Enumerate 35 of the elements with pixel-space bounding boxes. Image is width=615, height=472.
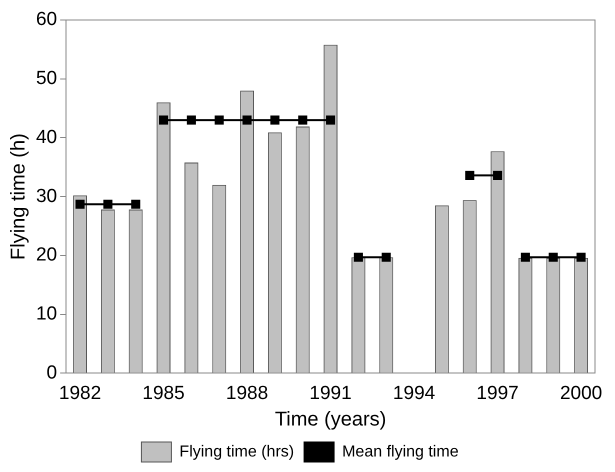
point [354, 252, 363, 262]
x-axis-title: Time (years) [274, 408, 386, 431]
x-tick-label: 1985 [142, 382, 185, 404]
y-tick-label: 0 [46, 362, 58, 384]
point [576, 252, 586, 262]
point [465, 170, 474, 180]
point [382, 252, 391, 262]
point [548, 252, 558, 262]
point [186, 116, 196, 125]
y-tick-label: 20 [36, 244, 58, 266]
point [103, 200, 112, 209]
y-tick-label: 60 [36, 9, 58, 30]
x-tick-label: 1988 [226, 382, 268, 404]
x-tick-label: 1982 [58, 382, 102, 404]
y-axis-title: Flying time (h) [8, 133, 30, 260]
point [493, 170, 502, 180]
x-tick-label: 1994 [392, 382, 436, 404]
point [298, 116, 308, 125]
x-tick-label: 1997 [476, 382, 519, 404]
point [326, 116, 336, 125]
y-tick-label: 30 [36, 186, 58, 207]
point [214, 116, 224, 125]
y-tick-label: 50 [36, 68, 58, 90]
x-tick-label: 1991 [309, 382, 352, 404]
point [76, 200, 85, 209]
point [159, 116, 168, 125]
point [520, 252, 530, 262]
y-tick-label: 10 [36, 304, 58, 325]
point [242, 116, 252, 125]
y-tick-label: 40 [36, 126, 58, 148]
point [270, 116, 280, 125]
point [131, 200, 140, 209]
legend-label: Flying time (hrs) [179, 443, 294, 460]
legend-label: Mean flying time [342, 443, 459, 460]
x-tick-label: 2000 [560, 382, 602, 404]
